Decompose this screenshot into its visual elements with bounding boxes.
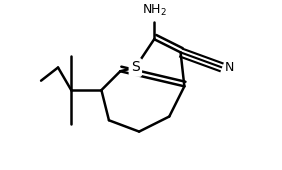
Text: N: N [225, 61, 234, 74]
Text: NH$_2$: NH$_2$ [142, 3, 167, 19]
Text: S: S [131, 61, 140, 74]
